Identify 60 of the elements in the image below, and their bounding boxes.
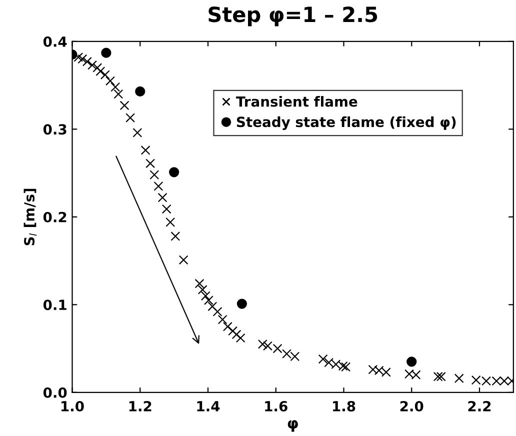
point	[168, 167, 180, 178]
y-tick-label: 0.4	[43, 36, 67, 47]
point	[82, 56, 92, 66]
x-tick-label: 2.2	[468, 400, 491, 412]
point	[212, 306, 222, 316]
point	[106, 76, 115, 86]
x-axis-title: φ	[288, 420, 298, 432]
point	[146, 158, 156, 168]
point	[218, 314, 228, 324]
point	[178, 255, 188, 265]
y-tick-label: 0.0	[43, 387, 67, 398]
point	[96, 66, 106, 76]
point	[208, 302, 218, 312]
point	[114, 89, 124, 99]
x-tick-label: 1.4	[197, 401, 220, 412]
x-tick-label: 1.8	[333, 400, 356, 412]
point	[154, 181, 164, 191]
point	[318, 354, 328, 364]
point	[236, 333, 246, 343]
point	[204, 296, 214, 305]
point	[228, 326, 238, 336]
point	[170, 231, 180, 241]
legend-label: Steady state flame (fixed φ)	[236, 116, 456, 130]
point	[198, 285, 208, 294]
point	[101, 48, 112, 58]
point	[135, 86, 146, 96]
point	[74, 52, 84, 62]
y-tick-label: 0.1	[43, 300, 66, 310]
point	[166, 217, 176, 227]
point	[406, 356, 417, 367]
y-tick-label: 0.3	[43, 124, 66, 135]
point	[140, 146, 150, 155]
chart-title: Step φ=1 – 2.5	[208, 6, 378, 26]
y-axis-title: S$_{l}$ [m/s]	[24, 188, 37, 246]
point	[110, 82, 120, 92]
point	[120, 100, 130, 110]
point	[126, 113, 135, 122]
legend-label: Transient flame	[236, 96, 358, 107]
point	[162, 204, 172, 214]
point	[88, 60, 97, 70]
point	[92, 63, 102, 72]
point	[158, 192, 168, 202]
point	[200, 291, 210, 301]
point	[194, 278, 204, 288]
x-tick-label: 1.0	[62, 400, 84, 412]
y-tick-label: 0.2	[43, 212, 66, 222]
point	[232, 330, 242, 340]
point	[454, 374, 464, 384]
point	[436, 372, 446, 382]
x-tick-label: 1.2	[129, 400, 152, 412]
x-tick-label: 1.6	[265, 400, 288, 412]
point	[150, 170, 160, 180]
point	[258, 339, 268, 349]
point	[132, 128, 142, 138]
point	[433, 372, 443, 382]
point	[222, 322, 232, 332]
point	[78, 54, 88, 64]
point	[236, 298, 247, 309]
point	[100, 70, 110, 80]
x-tick-label: 2.0	[400, 400, 424, 412]
